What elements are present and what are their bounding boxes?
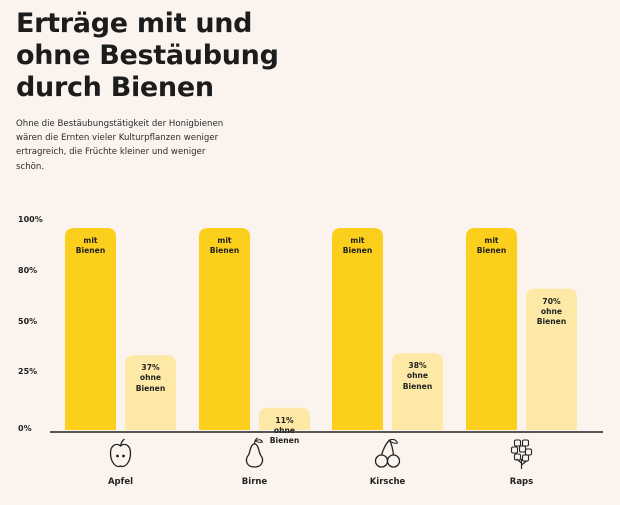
- y-tick-label: 50%: [18, 317, 38, 326]
- pear-icon: [245, 437, 264, 468]
- subtitle-line: Ohne die Bestäubungstätigkeit der Honigb…: [16, 119, 224, 129]
- bar-data-label: 38% ohne Bienen: [402, 361, 433, 391]
- bar-without-bees: [259, 407, 310, 430]
- title-line: Erträge mit und: [16, 8, 253, 39]
- page-subtitle: Ohne die Bestäubungstätigkeit der Honigb…: [16, 117, 256, 174]
- bar-with-bees: [332, 228, 383, 430]
- x-category-label: Apfel: [107, 477, 134, 487]
- bar-with-bees: [466, 228, 517, 430]
- subtitle-line: ertragreich, die Früchte kleiner und wen…: [16, 147, 206, 158]
- bar-with-bees: [199, 228, 250, 430]
- bar-with-bees: [65, 228, 116, 430]
- bar-data-label: 70% ohne Bienen: [536, 296, 567, 326]
- y-tick-label: 80%: [18, 266, 38, 275]
- bar-data-label: mit Bienen: [476, 236, 507, 256]
- x-category-label: Birne: [241, 477, 268, 487]
- subtitle-line: wären die Ernten vieler Kulturpflanzen w…: [16, 133, 219, 144]
- x-category-label: Kirsche: [369, 477, 406, 487]
- page-title: Erträge mit und ohne Bestäubung durch Bi…: [16, 8, 279, 104]
- title-line: ohne Bestäubung: [16, 40, 279, 71]
- bar-data-label: 37% ohne Bienen: [135, 363, 166, 393]
- y-tick-label: 0%: [18, 424, 32, 433]
- rapeseed-icon: [510, 439, 533, 469]
- apple-icon: [109, 438, 132, 468]
- bar-data-label: mit Bienen: [209, 236, 240, 256]
- bar-data-label: mit Bienen: [342, 236, 373, 256]
- y-tick-label: 25%: [18, 367, 38, 376]
- bar-data-label: 11% ohne Bienen: [269, 415, 300, 446]
- bar-data-label: mit Bienen: [75, 236, 106, 256]
- x-category-label: Raps: [509, 477, 534, 487]
- title-line: durch Bienen: [16, 72, 214, 103]
- bar-without-bees: [526, 288, 577, 430]
- bar-without-bees: [125, 355, 176, 430]
- y-tick-label: 100%: [18, 215, 43, 224]
- bar-without-bees: [392, 353, 443, 430]
- subtitle-line: schön.: [16, 161, 45, 172]
- cherry-icon: [374, 438, 401, 468]
